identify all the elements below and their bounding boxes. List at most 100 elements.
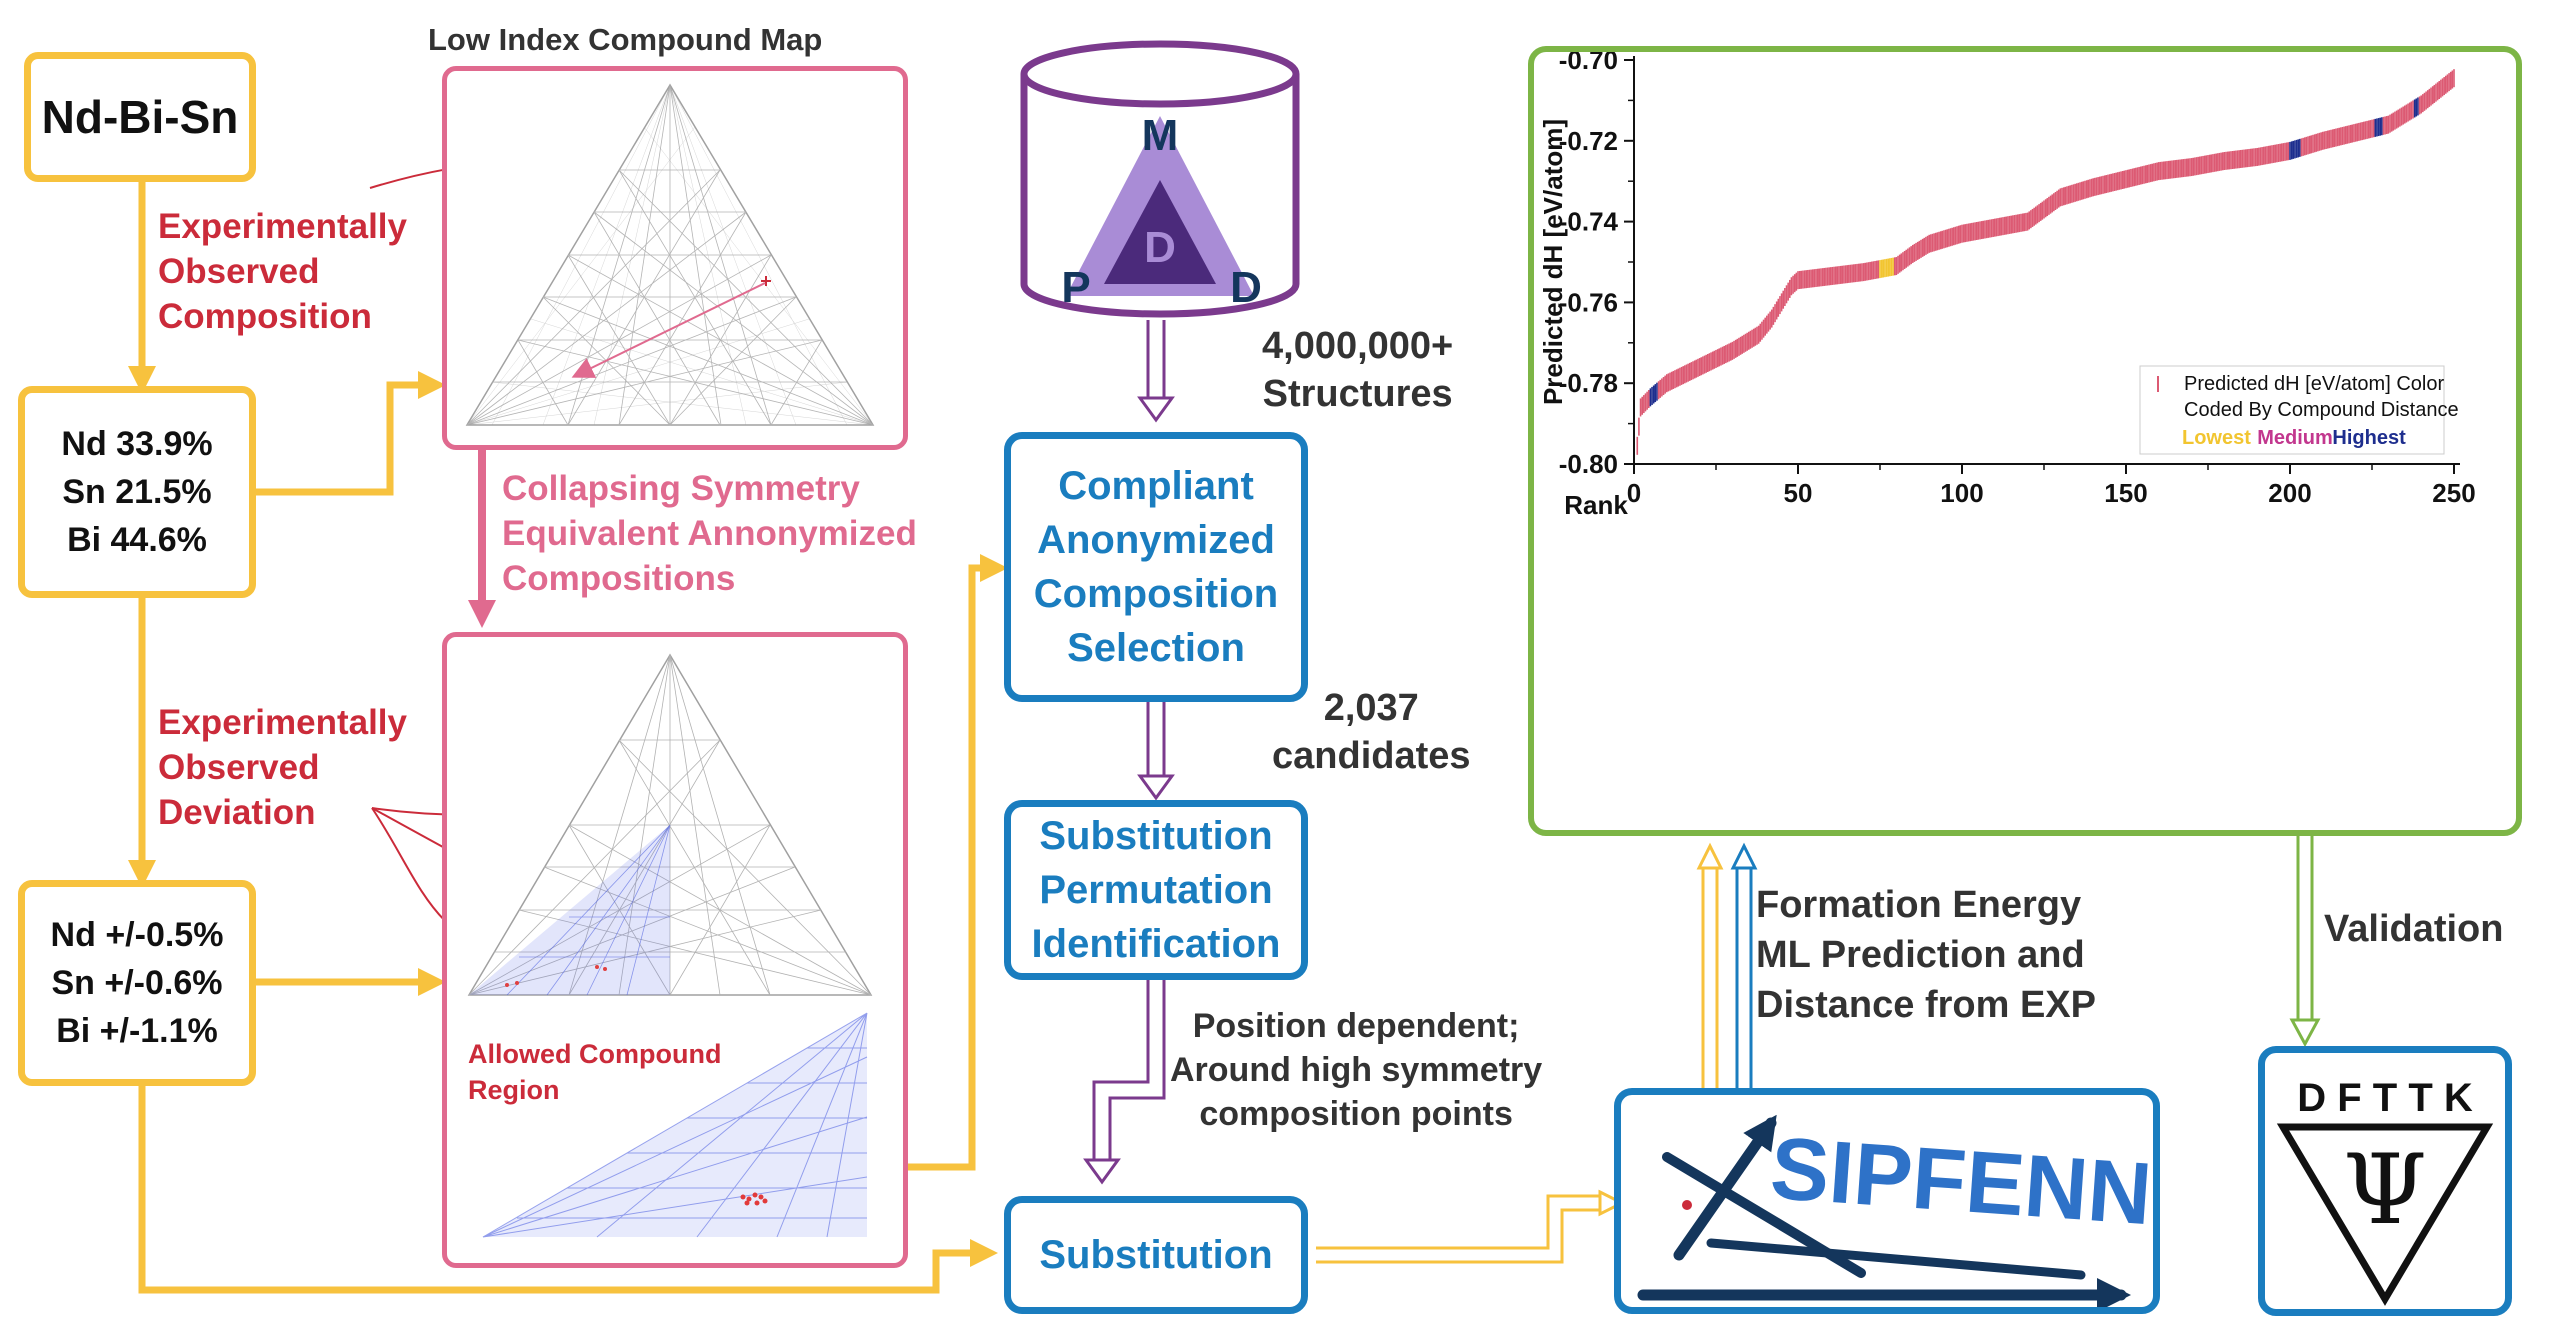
dh-rank-chart: -0.70 -0.72 -0.74 -0.76 -0.78 -0.80 0 50 100 150 2… [1538,52,2476,520]
arrow-permutation-to-substitution [1083,980,1166,1185]
mpdd-letter-p: P [1061,263,1090,312]
step-line: Composition [1033,572,1279,616]
arrow-composition-to-map [256,371,446,496]
x-tick-label: 200 [2268,478,2311,508]
dfttk-text: D F T T K [2297,1076,2473,1120]
mpdd-letter-d-right: D [1230,263,1262,312]
permutation-box: Substitution Permutation Identification [1004,800,1308,980]
label-line: 4,000,000+ [1262,325,1454,367]
step-line: Permutation [1039,868,1273,912]
sipfenn-box: SIPFENN [1614,1088,2160,1314]
label-line: Allowed Compound [468,1039,722,1069]
label-line: Compositions [502,559,736,598]
step-line: Substitution [1039,1232,1273,1277]
deviation-line: Sn +/-0.6% [51,964,223,1002]
label-line: Observed [158,748,320,787]
compliant-selection-box: Compliant Anonymized Composition Selecti… [1004,432,1308,702]
formation-label: Formation Energy ML Prediction and Dista… [1756,880,2096,1030]
y-tick-label: -0.72 [1559,126,1618,156]
label-line: Formation Energy [1756,884,2082,926]
x-axis-label: Rank [1564,490,1628,520]
label-line: Experimentally [158,207,407,246]
step-line: Identification [1031,922,1281,966]
arrow-deviation-to-substitution [138,1086,998,1294]
label-line: 2,037 [1323,687,1419,729]
step-line: Compliant [1058,464,1254,508]
x-tick-label: 150 [2104,478,2147,508]
composition-line: Nd 33.9% [61,425,213,463]
chart-panel: -0.70 -0.72 -0.74 -0.76 -0.78 -0.80 0 50 100 150 2… [1528,46,2522,836]
step-line: Substitution [1039,814,1273,858]
x-tick-label: 50 [1784,478,1813,508]
label-line: Observed [158,252,320,291]
legend-scale-label: Lowest [2182,427,2251,449]
y-tick-label: -0.76 [1559,287,1618,317]
position-label: Position dependent; Around high symmetry… [1170,1004,1542,1136]
composition-line: Bi 44.6% [67,521,207,559]
composition-line: Sn 21.5% [62,473,212,511]
ternary-map-icon [465,83,875,426]
arrow-sipfenn-to-chart-yellow [1696,842,1724,1088]
experimental-composition-label: Experimentally Observed Composition [158,204,407,339]
legend-box [2139,365,2445,455]
y-tick-label: -0.78 [1559,368,1618,398]
y-tick-label: -0.70 [1559,52,1618,75]
label-line: Experimentally [158,703,407,742]
step-line: Anonymized [1037,518,1275,562]
system-box: Nd-Bi-Sn [24,52,256,182]
label-line: Equivalent Annonymized [502,514,917,553]
chart-axes: -0.70 -0.72 -0.74 -0.76 -0.78 -0.80 0 50 100 150 2… [1538,52,2476,520]
legend-scale-label: Highest [2332,427,2406,449]
arrow-substitution-to-sipfenn [1316,1189,1626,1264]
label-line: Composition [158,297,372,336]
legend-text: Coded By Compound Distance [2184,399,2459,421]
mpdd-database-icon: M D P D [1020,40,1300,318]
structures-label: 4,000,000+ Structures [1262,322,1453,418]
validation-label: Validation [2324,908,2504,950]
label-line: composition points [1199,1095,1513,1133]
y-tick-label: -0.74 [1559,207,1619,237]
label-line: Collapsing Symmetry [502,469,860,508]
arrow-mpdd-to-compliant [1137,320,1175,423]
mpdd-letter-m: M [1142,111,1179,160]
legend-text: Predicted dH [eV/atom] Color [2184,373,2444,395]
substitution-box: Substitution [1004,1196,1308,1314]
label-line: candidates [1272,735,1471,777]
x-tick-label: 100 [1940,478,1983,508]
psi-symbol: Ψ [2343,1134,2427,1246]
label-line: Structures [1262,373,1453,415]
legend-scale-label: Medium [2257,427,2333,449]
chart-marks [1636,69,2455,455]
arrow-compliant-to-permutation [1137,702,1175,801]
allowed-region-label: Allowed Compound Region [468,1036,721,1108]
composition-box: Nd 33.9% Sn 21.5% Bi 44.6% [18,386,256,598]
x-tick-label: 250 [2432,478,2475,508]
map-title: Low Index Compound Map [428,22,823,57]
arrow-sipfenn-to-chart-blue [1730,842,1758,1088]
candidates-label: 2,037 candidates [1272,684,1471,780]
label-line: Region [468,1075,560,1105]
collapsing-label: Collapsing Symmetry Equivalent Annonymiz… [502,466,917,601]
y-tick-label: -0.80 [1559,449,1618,479]
x-tick-label: 0 [1627,478,1641,508]
compound-map-top [442,66,908,450]
deviation-box: Nd +/-0.5% Sn +/-0.6% Bi +/-1.1% [18,880,256,1086]
label-line: ML Prediction and [1756,934,2085,976]
label-line: Distance from EXP [1756,984,2096,1026]
label-line: Position dependent; [1192,1007,1520,1045]
arrow-chart-to-dfttk [2289,836,2321,1048]
system-name: Nd-Bi-Sn [41,91,239,143]
label-line: Around high symmetry [1170,1051,1543,1089]
neural-vector-icon: SIPFENN [1637,1114,2153,1307]
deviation-line: Bi +/-1.1% [56,1012,218,1050]
y-axis-label: Predicted dH [eV/atom] [1538,119,1568,405]
arrow-map-to-compliant [902,554,1008,1171]
mpdd-letter-d-center: D [1144,223,1176,272]
experimental-deviation-label: Experimentally Observed Deviation [158,700,407,835]
chart-legend: Predicted dH [eV/atom] Color Coded By Com… [2139,365,2459,455]
dfttk-box: D F T T K Ψ [2258,1046,2512,1316]
ternary-region-icon [467,653,881,1247]
step-line: Selection [1067,626,1245,670]
dfttk-logo-icon: D F T T K Ψ [2276,1076,2494,1306]
